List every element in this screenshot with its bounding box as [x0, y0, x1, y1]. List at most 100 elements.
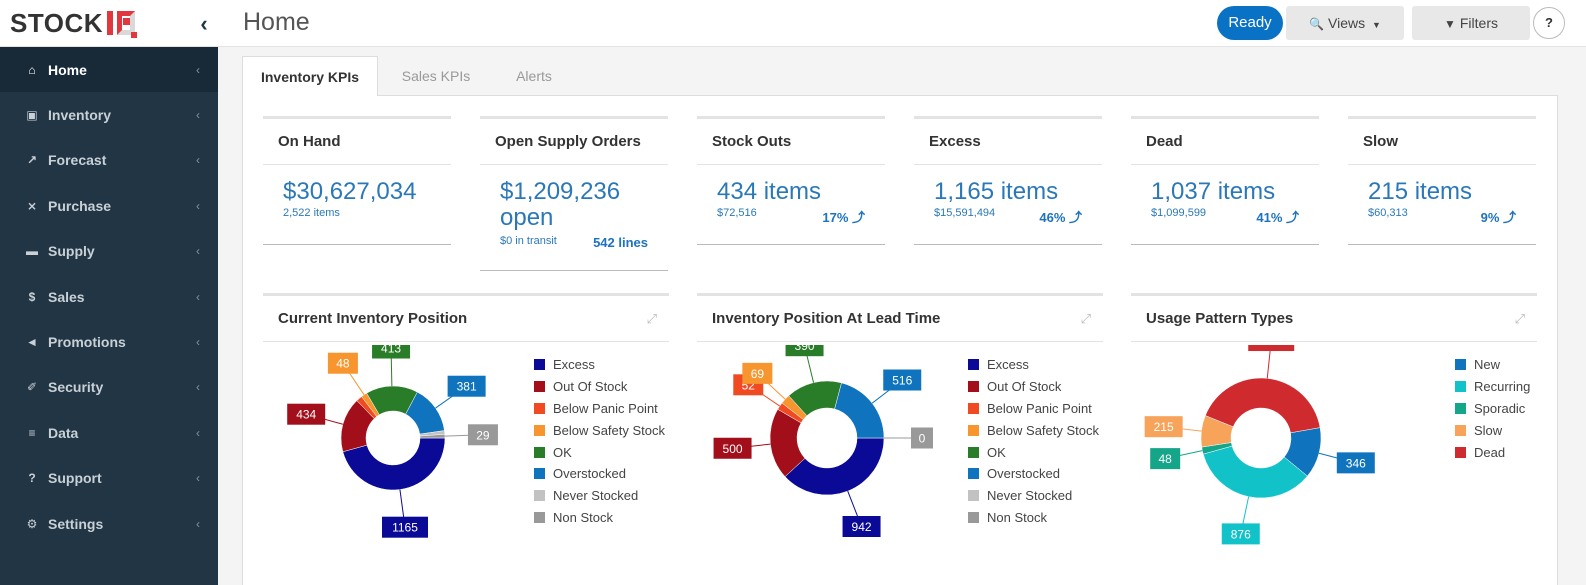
sidebar-item-purchase[interactable]: ⨯ Purchase ‹: [0, 183, 218, 228]
home-icon: ⌂: [28, 62, 36, 77]
kpi-card-dead: Dead 1,037 items $1,099,599 41% ⤴: [1131, 116, 1319, 245]
legend: New Recurring Sporadic Slow Dead: [1455, 354, 1530, 463]
legend-swatch: [968, 468, 979, 480]
data-label-box: [447, 375, 486, 397]
legend-item[interactable]: Overstocked: [968, 463, 1099, 485]
tab-sales-kpis[interactable]: Sales KPIs: [401, 68, 471, 84]
sidebar-item-promotions[interactable]: ◄ Promotions ‹: [0, 319, 218, 364]
data-label-box: [1144, 416, 1183, 438]
legend-item[interactable]: Never Stocked: [968, 485, 1099, 507]
data-label-box: [742, 362, 773, 384]
views-button[interactable]: 🔍 Views ▼: [1286, 6, 1404, 40]
ready-button[interactable]: Ready: [1217, 6, 1283, 40]
sidebar-item-settings[interactable]: ⚙ Settings ‹: [0, 501, 218, 546]
legend-item[interactable]: Below Safety Stock: [534, 419, 665, 441]
legend-item[interactable]: Never Stocked: [534, 485, 665, 507]
chevron-left-icon: ‹: [196, 153, 200, 168]
tab-content: [242, 96, 1558, 585]
data-label: 434: [296, 408, 316, 422]
legend-label: OK: [553, 444, 572, 460]
data-label: 876: [1231, 527, 1251, 541]
sidebar-item-support[interactable]: ? Support ‹: [0, 456, 218, 501]
sidebar-item-home[interactable]: ⌂ Home ‹: [0, 47, 218, 92]
legend-item[interactable]: Out Of Stock: [968, 376, 1099, 398]
sidebar-item-label: Promotions: [48, 333, 126, 350]
legend-item[interactable]: Slow: [1455, 419, 1530, 441]
kpi-title: Stock Outs: [697, 119, 885, 165]
slice-excess[interactable]: [342, 437, 446, 491]
sidebar-item-inventory[interactable]: ▣ Inventory ‹: [0, 92, 218, 137]
data-label-box: [842, 515, 881, 537]
legend-item[interactable]: Below Safety Stock: [968, 419, 1099, 441]
slice-excess[interactable]: [784, 437, 885, 496]
legend-item[interactable]: Out Of Stock: [534, 376, 665, 398]
chevron-left-icon: ‹: [196, 334, 200, 349]
kpi-sub: $1,099,599: [1151, 207, 1207, 219]
data-label-box: [1221, 523, 1260, 545]
data-label-box: [1248, 345, 1295, 352]
binoculars-icon: 🔍: [1309, 17, 1325, 31]
legend-swatch: [534, 424, 545, 436]
kpi-card-on-hand: On Hand $30,627,034 2,522 items: [263, 116, 451, 245]
legend-label: Never Stocked: [553, 488, 639, 504]
kpi-card-excess: Excess 1,165 items $15,591,494 46% ⤴: [914, 116, 1102, 245]
help-button[interactable]: ?: [1533, 7, 1565, 39]
sidebar-item-label: Data: [48, 424, 79, 441]
legend-item[interactable]: Recurring: [1455, 376, 1530, 398]
data-label: 29: [476, 428, 490, 442]
slice-overstocked[interactable]: [834, 382, 885, 439]
sidebar-item-label: Support: [48, 470, 102, 487]
legend-item[interactable]: New: [1455, 354, 1530, 376]
legend-item[interactable]: Below Panic Point: [534, 398, 665, 420]
kpi-value[interactable]: 215 items: [1368, 178, 1473, 205]
panel-title: Usage Pattern Types: [1146, 310, 1294, 327]
legend-item[interactable]: Non Stock: [534, 507, 665, 529]
legend-label: Below Panic Point: [553, 400, 658, 416]
legend-item[interactable]: OK: [968, 441, 1099, 463]
legend-label: Excess: [553, 357, 595, 373]
legend-item[interactable]: Excess: [534, 354, 665, 376]
kpi-value[interactable]: 1,037 items: [1151, 178, 1276, 205]
sidebar-item-forecast[interactable]: ↗ Forecast ‹: [0, 138, 218, 183]
sidebar-item-data[interactable]: ≡ Data ‹: [0, 410, 218, 455]
expand-icon[interactable]: ⤢: [1080, 311, 1091, 326]
kpi-value[interactable]: 434 items: [717, 178, 822, 205]
legend-label: Out Of Stock: [987, 379, 1062, 395]
legend-swatch: [968, 359, 979, 371]
sidebar-collapse-button[interactable]: ‹: [200, 11, 208, 36]
expand-icon[interactable]: ⤢: [646, 311, 657, 326]
legend-label: Recurring: [1474, 379, 1531, 395]
sidebar-item-label: Settings: [48, 515, 104, 532]
filters-button[interactable]: ▼ Filters: [1412, 6, 1530, 40]
expand-icon[interactable]: ⤢: [1514, 311, 1525, 326]
legend-item[interactable]: Below Panic Point: [968, 398, 1099, 420]
legend-label: OK: [987, 444, 1006, 460]
sidebar-item-supply[interactable]: ▬ Supply ‹: [0, 229, 218, 274]
dollar-icon: $: [28, 289, 36, 304]
sidebar-item-label: Sales: [48, 288, 85, 305]
cubes-icon: ▣: [26, 107, 38, 122]
slice-recurring[interactable]: [1202, 445, 1308, 499]
legend-swatch: [968, 511, 979, 523]
legend-item[interactable]: OK: [534, 441, 665, 463]
tab-alerts[interactable]: Alerts: [516, 68, 552, 84]
sidebar-item-security[interactable]: ✐ Security ‹: [0, 365, 218, 410]
legend-item[interactable]: Non Stock: [968, 507, 1099, 529]
database-icon: ≡: [28, 425, 36, 440]
kpi-value[interactable]: $30,627,034: [283, 178, 417, 205]
legend-item[interactable]: Overstocked: [534, 463, 665, 485]
kpi-value[interactable]: 1,165 items: [934, 178, 1059, 205]
legend-item[interactable]: Dead: [1455, 441, 1530, 463]
slice-non-stock[interactable]: [419, 434, 446, 439]
stock-iq-logo[interactable]: STOCK: [10, 6, 138, 40]
panel-current-inventory-position: Current Inventory Position ⤢ 1165 434 48 413…: [263, 293, 669, 553]
sidebar-item-sales[interactable]: $ Sales ‹: [0, 274, 218, 319]
legend-item[interactable]: Excess: [968, 354, 1099, 376]
tab-inventory-kpis[interactable]: Inventory KPIs: [242, 56, 378, 97]
kpi-value[interactable]: $1,209,236 open: [500, 178, 621, 231]
slice-dead[interactable]: [1205, 377, 1321, 434]
data-label: 1037: [1258, 345, 1285, 348]
legend-swatch: [968, 490, 979, 502]
legend-item[interactable]: Sporadic: [1455, 398, 1530, 420]
chevron-left-icon: ‹: [196, 516, 200, 531]
